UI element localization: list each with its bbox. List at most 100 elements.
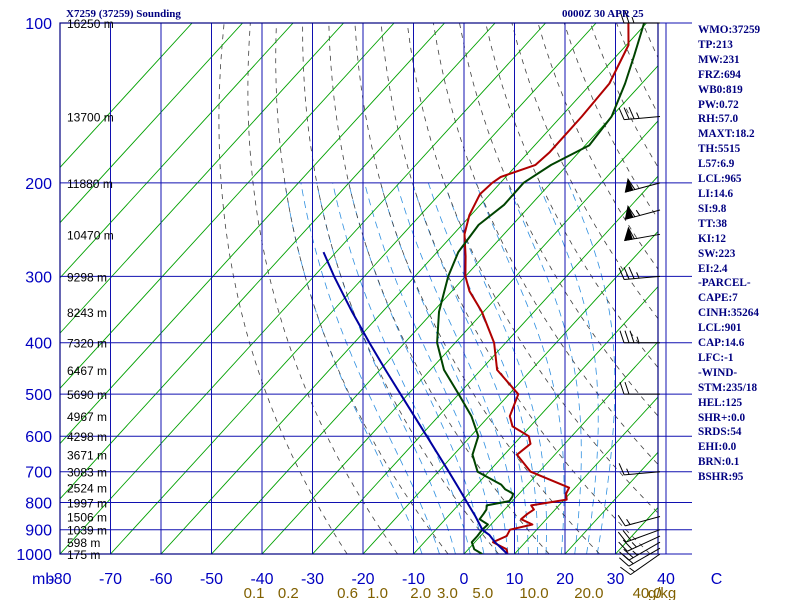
- height-label: 598 m: [67, 536, 100, 550]
- index-item: BRN:0.1: [698, 456, 740, 469]
- mixing-ratio-label: 3.0: [437, 585, 458, 600]
- mixing-ratio-label: 10.0: [519, 585, 548, 600]
- temperature-tick-label: 0: [460, 571, 469, 588]
- index-item: MAXT:18.2: [698, 128, 755, 141]
- mixing-ratio-label: 0.6: [337, 585, 358, 600]
- height-label: 2524 m: [67, 482, 107, 496]
- height-label: 8243 m: [67, 306, 107, 320]
- pressure-tick-label: 400: [25, 336, 52, 353]
- barb-full-feather: [627, 227, 635, 240]
- wind-barb: [619, 541, 661, 561]
- index-item: LI:14.6: [698, 187, 734, 200]
- wind-barb: [618, 535, 661, 552]
- temperature-tick-label: -20: [351, 571, 374, 588]
- barb-staff: [624, 471, 661, 476]
- height-label: 11880 m: [67, 177, 113, 191]
- temperature-tick-label: 40: [657, 571, 675, 588]
- index-item: PW:0.72: [698, 98, 739, 111]
- pressure-tick-label: 300: [25, 269, 52, 286]
- dry-adiabat-line: [247, 23, 398, 554]
- wind-barb: [617, 515, 661, 527]
- dry-adiabat-line: [485, 23, 658, 369]
- index-item: TH:5515: [698, 143, 741, 156]
- mixing-ratio-label: 5.0: [472, 585, 493, 600]
- wind-barb: [624, 177, 661, 193]
- mixing-ratio-label: 1.0: [367, 585, 388, 600]
- mixing-ratio-label: g/kg: [648, 585, 676, 600]
- pressure-tick-label: 900: [25, 523, 52, 540]
- height-label: 10470 m: [67, 228, 114, 242]
- moist-adiabat-line: [537, 182, 599, 554]
- index-item: EI:2.4: [698, 262, 728, 275]
- barb-full-feather: [619, 551, 630, 561]
- temperature-tick-label: -10: [402, 571, 425, 588]
- mixing-ratio-label: 2.0: [410, 585, 431, 600]
- index-item: WMO:37259: [698, 24, 761, 36]
- barb-half-feather: [636, 272, 640, 279]
- barb-staff: [626, 529, 661, 543]
- plot-frame: [59, 22, 659, 555]
- barb-full-feather: [623, 107, 630, 120]
- index-item: SRDS:54: [698, 426, 742, 439]
- barb-full-feather: [623, 267, 630, 280]
- barb-staff: [625, 516, 661, 527]
- wind-barb: [619, 330, 660, 344]
- height-label: 3083 m: [67, 466, 107, 480]
- pressure-tick-label: 100: [25, 16, 52, 33]
- barb-staff: [630, 553, 661, 576]
- isotherm-line: [160, 23, 647, 554]
- isotherm-line: [60, 23, 546, 554]
- barb-half-feather: [631, 542, 637, 548]
- height-label: 16250 m: [67, 17, 114, 31]
- isotherm-line: [211, 65, 658, 554]
- height-label: 4967 m: [67, 410, 107, 424]
- pressure-tick-label: 200: [25, 176, 52, 193]
- index-item: L57:6.9: [698, 158, 735, 171]
- barb-full-feather: [627, 205, 636, 218]
- barb-full-feather: [618, 463, 625, 476]
- barb-half-feather: [632, 550, 638, 556]
- barb-half-feather: [626, 468, 630, 475]
- index-item: CAP:14.6: [698, 337, 745, 350]
- pressure-tick-label: 1000: [16, 547, 52, 564]
- barb-full-feather: [622, 539, 633, 550]
- isotherm-line: [60, 23, 395, 390]
- sounding-time: 0000Z 30 APR 25: [562, 8, 644, 20]
- temperature-profile: [463, 23, 630, 554]
- barb-half-feather: [636, 336, 640, 343]
- index-item: BSHR:95: [698, 471, 744, 484]
- dewpoint-profile: [436, 23, 646, 554]
- barb-full-feather: [619, 330, 625, 343]
- pressure-tick-label: 600: [25, 429, 52, 446]
- wind-barb: [619, 10, 660, 24]
- isotherm-line: [514, 396, 658, 554]
- dry-adiabat-line: [380, 23, 651, 554]
- temperature-tick-label: -80: [48, 571, 71, 588]
- barb-full-feather: [624, 381, 630, 395]
- height-label: 5690 m: [67, 388, 107, 402]
- dry-adiabat-line: [275, 23, 449, 554]
- barb-half-feather: [631, 16, 635, 24]
- index-item: -PARCEL-: [698, 277, 751, 290]
- mixing-ratio-label: 40.0: [633, 585, 662, 600]
- barb-full-feather: [618, 267, 625, 280]
- isotherm-line: [312, 175, 658, 554]
- temperature-tick-label: 10: [506, 571, 524, 588]
- moist-adiabat-line: [506, 182, 582, 554]
- barb-full-feather: [624, 10, 630, 24]
- barb-half-feather: [629, 567, 635, 573]
- index-item: WB0:819: [698, 83, 743, 96]
- barb-full-feather: [619, 381, 625, 395]
- barb-full-feather: [617, 515, 626, 527]
- barb-staff: [628, 541, 661, 561]
- barb-pennant: [624, 177, 634, 193]
- barb-full-feather: [617, 531, 627, 543]
- dry-adiabat-line: [511, 23, 658, 320]
- height-label: 13700 m: [67, 111, 114, 125]
- moist-adiabat-line: [475, 182, 565, 554]
- pressure-tick-label: 500: [25, 387, 52, 404]
- barb-full-feather: [628, 106, 635, 119]
- index-item: EHI:0.0: [698, 441, 737, 454]
